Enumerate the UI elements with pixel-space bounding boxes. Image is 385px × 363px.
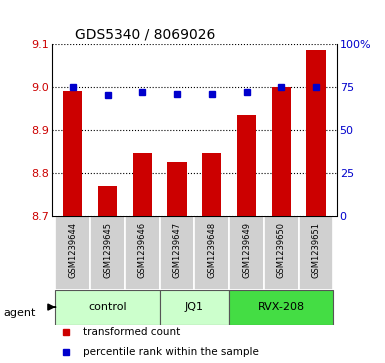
Bar [299,216,333,290]
Bar [90,216,125,290]
Text: GSM1239647: GSM1239647 [172,222,182,278]
Text: JQ1: JQ1 [185,302,204,312]
Text: percentile rank within the sample: percentile rank within the sample [83,347,259,357]
Text: GSM1239646: GSM1239646 [138,222,147,278]
Bar [133,154,152,216]
Bar [98,186,117,216]
Bar [167,162,187,216]
Text: agent: agent [4,308,36,318]
Bar [194,216,229,290]
Bar [306,50,326,216]
Bar [264,216,299,290]
Text: GSM1239644: GSM1239644 [68,222,77,278]
Bar [125,216,160,290]
Bar [237,115,256,216]
Text: control: control [88,302,127,312]
Bar [55,290,160,325]
Bar [202,154,221,216]
Text: GSM1239648: GSM1239648 [207,222,216,278]
Bar [160,290,229,325]
Text: GSM1239650: GSM1239650 [277,222,286,278]
Text: GDS5340 / 8069026: GDS5340 / 8069026 [75,27,215,41]
Text: GSM1239649: GSM1239649 [242,222,251,278]
Text: GSM1239651: GSM1239651 [311,222,321,278]
Text: RVX-208: RVX-208 [258,302,305,312]
Bar [272,87,291,216]
Text: transformed count: transformed count [83,327,181,337]
Bar [55,216,90,290]
Bar [160,216,194,290]
Bar [63,91,82,216]
Bar [229,290,333,325]
Bar [229,216,264,290]
Text: GSM1239645: GSM1239645 [103,222,112,278]
